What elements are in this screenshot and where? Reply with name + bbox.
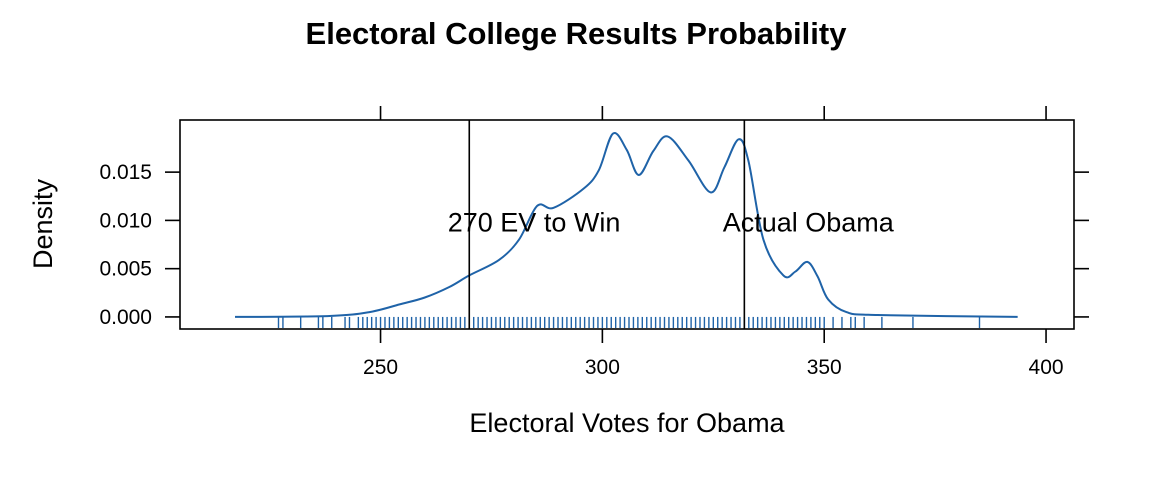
x-tick-label: 250 — [363, 356, 398, 379]
reference-line-label: Actual Obama — [723, 207, 895, 237]
density-curve — [235, 131, 1018, 318]
panel-border — [179, 119, 1075, 330]
x-tick-label: 400 — [1029, 356, 1064, 379]
reference-line-label: 270 EV to Win — [448, 207, 621, 237]
x-tick-label: 350 — [807, 356, 842, 379]
x-tick-label: 300 — [585, 356, 620, 379]
y-tick-label: 0.000 — [99, 306, 152, 329]
y-axis-label: Density — [28, 178, 58, 269]
axes: 250 300 350 400 0.000 0.005 0.010 0.015 — [99, 106, 1089, 379]
y-tick-label: 0.005 — [99, 258, 152, 281]
chart-title: Electoral College Results Probability — [306, 16, 848, 51]
y-tick-label: 0.010 — [99, 209, 152, 232]
plot-marks: 270 EV to Win Actual Obama — [235, 120, 1018, 329]
y-tick-label: 0.015 — [99, 161, 152, 184]
x-axis-label: Electoral Votes for Obama — [469, 408, 785, 438]
